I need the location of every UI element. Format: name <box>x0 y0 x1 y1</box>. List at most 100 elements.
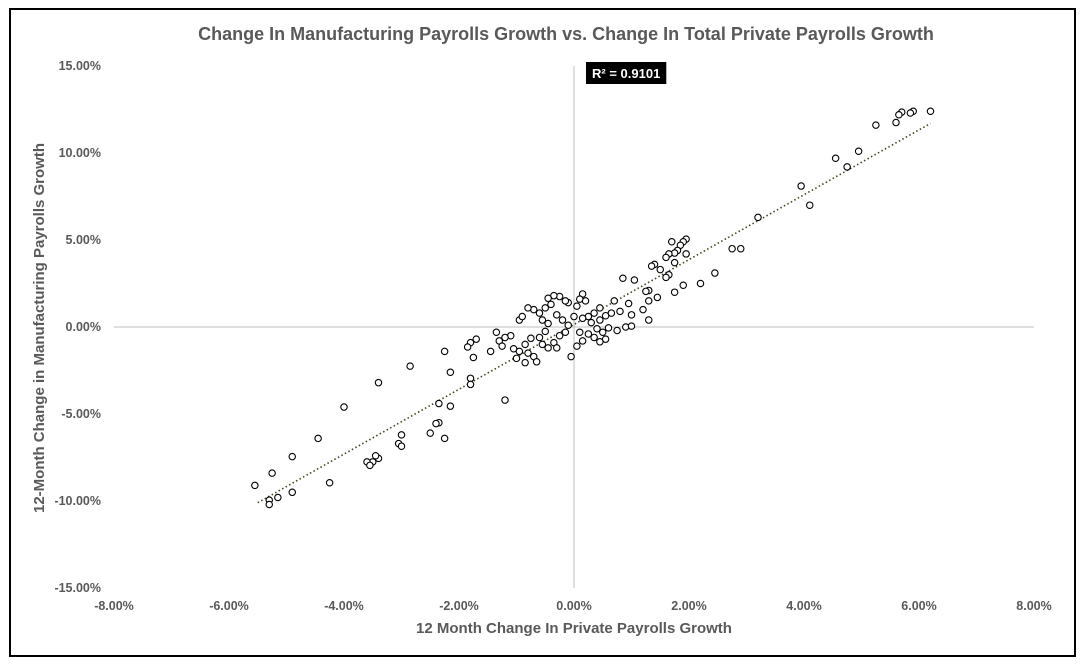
data-point <box>872 121 880 129</box>
data-point <box>544 319 552 328</box>
data-point <box>573 302 581 310</box>
y-tick-label: 10.00% <box>59 146 101 160</box>
scatter-chart: Change In Manufacturing Payrolls Growth … <box>31 24 1052 637</box>
x-tick-label: -4.00% <box>324 599 364 613</box>
data-point <box>561 297 570 305</box>
data-point <box>288 488 296 497</box>
data-point <box>466 374 475 383</box>
y-tick-label: -10.00% <box>54 494 101 508</box>
data-point <box>630 276 639 284</box>
data-point <box>696 279 705 288</box>
data-point <box>613 326 621 335</box>
y-tick-label: -5.00% <box>61 407 101 421</box>
data-point <box>601 311 610 320</box>
data-point <box>656 265 664 274</box>
x-axis-label: 12 Month Change In Private Payrolls Grow… <box>416 620 732 637</box>
data-point <box>555 331 564 340</box>
data-point <box>288 452 296 461</box>
data-point <box>561 328 570 336</box>
data-point <box>892 118 900 127</box>
data-point <box>564 321 572 330</box>
data-point <box>895 110 903 119</box>
data-point <box>501 396 509 404</box>
r-squared-label: R² = 0.9101 <box>592 66 660 81</box>
x-tick-labels: -8.00% -6.00% -4.00% -2.00% 0.00% 2.00% 4.00% 6… <box>94 599 1052 613</box>
data-point <box>535 309 544 317</box>
data-point <box>524 349 532 357</box>
data-point <box>426 429 434 437</box>
x-tick-label: 6.00% <box>901 599 936 613</box>
x-tick-label: 0.00% <box>556 599 591 613</box>
trendline-group <box>257 122 931 504</box>
data-point <box>406 362 414 370</box>
trendline <box>257 122 931 504</box>
data-point <box>397 442 406 450</box>
r-squared-annotation: R² = 0.9101 <box>586 62 667 84</box>
r-squared-background <box>586 62 667 84</box>
data-point <box>492 328 501 336</box>
x-tick-label: -6.00% <box>209 599 249 613</box>
data-point <box>604 324 613 332</box>
chart-title: Change In Manufacturing Payrolls Growth … <box>198 24 934 44</box>
y-tick-label: 15.00% <box>59 59 101 73</box>
y-tick-label: 0.00% <box>66 320 101 334</box>
data-point <box>831 154 840 162</box>
data-point <box>524 304 532 312</box>
data-point <box>575 328 584 336</box>
data-point <box>501 333 509 342</box>
data-point <box>926 107 935 115</box>
data-point <box>558 316 567 324</box>
data-point <box>578 314 587 323</box>
data-point <box>538 340 547 349</box>
data-point <box>590 333 598 342</box>
data-point <box>544 294 552 303</box>
x-tick-label: 8.00% <box>1016 599 1051 613</box>
data-point <box>446 402 455 410</box>
data-point <box>512 354 521 363</box>
data-point <box>805 201 814 209</box>
data-point <box>667 237 676 246</box>
data-point <box>670 258 679 267</box>
x-tick-label: -8.00% <box>94 599 134 613</box>
data-point <box>728 244 736 253</box>
data-point <box>518 312 526 321</box>
data-point <box>544 344 552 352</box>
data-point <box>570 312 578 321</box>
axes <box>114 66 1034 588</box>
x-tick-label: -2.00% <box>439 599 479 613</box>
data-point <box>642 287 650 296</box>
data-point <box>575 295 584 303</box>
data-point <box>440 434 449 443</box>
data-point <box>644 316 653 324</box>
data-point <box>578 337 587 345</box>
data-point <box>498 342 506 350</box>
data-point <box>906 109 915 117</box>
data-point <box>573 342 581 350</box>
data-point <box>371 452 380 460</box>
data-point <box>446 368 455 376</box>
data-point <box>435 399 443 408</box>
data-point <box>535 333 544 342</box>
chart-frame: Change In Manufacturing Payrolls Growth … <box>9 8 1076 657</box>
data-point <box>374 378 383 387</box>
data-point <box>616 307 624 316</box>
data-point <box>797 182 805 190</box>
x-tick-label: 2.00% <box>671 599 706 613</box>
data-point <box>598 328 607 336</box>
data-point <box>843 163 851 171</box>
data-point <box>486 347 495 356</box>
x-tick-label: 4.00% <box>786 599 821 613</box>
data-point <box>521 358 529 367</box>
data-point <box>469 353 478 362</box>
data-point <box>538 316 547 324</box>
y-axis-label: 12-Month Change in Manufacturing Payroll… <box>31 143 48 513</box>
data-point <box>325 478 334 487</box>
data-point <box>639 305 647 314</box>
data-point <box>268 469 276 477</box>
data-point <box>340 403 348 411</box>
data-point <box>596 316 604 324</box>
data-point <box>265 500 274 509</box>
data-point <box>679 281 687 289</box>
data-point <box>644 297 653 305</box>
data-point <box>547 300 555 309</box>
